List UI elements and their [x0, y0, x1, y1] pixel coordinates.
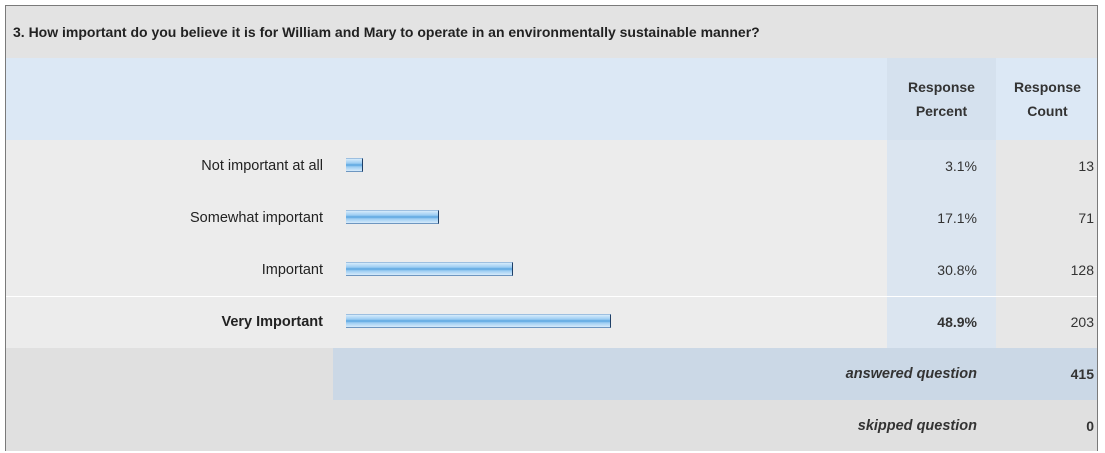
answer-label: Very Important — [221, 314, 323, 330]
answer-row: Very Important 48.9% 203 — [6, 296, 1097, 348]
answer-row: Important 30.8% 128 — [6, 244, 1097, 296]
response-count-cell: 128 — [996, 244, 1097, 296]
response-percent-cell: 3.1% — [887, 140, 996, 192]
response-count-cell: 203 — [996, 296, 1097, 348]
response-bar — [346, 262, 513, 276]
answered-question-label: answered question — [333, 348, 996, 400]
response-count-cell: 71 — [996, 192, 1097, 244]
answered-question-value: 415 — [996, 348, 1097, 400]
response-percent-header: Response Percent — [887, 58, 996, 140]
header-row: Response Percent Response Count — [6, 58, 1097, 140]
response-bar — [346, 210, 439, 224]
response-count-header: Response Count — [996, 58, 1097, 140]
response-percent-cell: 30.8% — [887, 244, 996, 296]
question-title: 3. How important do you believe it is fo… — [6, 6, 1097, 58]
skipped-question-value: 0 — [996, 400, 1097, 451]
answer-row: Somewhat important 17.1% 71 — [6, 192, 1097, 244]
skipped-question-label: skipped question — [333, 400, 996, 451]
answer-row: Not important at all 3.1% 13 — [6, 140, 1097, 192]
answer-label: Not important at all — [201, 158, 323, 174]
response-count-cell: 13 — [996, 140, 1097, 192]
response-percent-cell: 48.9% — [887, 296, 996, 348]
response-percent-cell: 17.1% — [887, 192, 996, 244]
response-bar — [346, 158, 363, 172]
answered-question-row: answered question 415 — [6, 348, 1097, 400]
survey-question-panel: 3. How important do you believe it is fo… — [5, 5, 1098, 451]
row-divider — [6, 296, 1097, 297]
answer-label: Important — [261, 262, 323, 278]
skipped-question-row: skipped question 0 — [6, 400, 1097, 451]
answer-label: Somewhat important — [190, 210, 323, 226]
response-bar — [346, 314, 611, 328]
